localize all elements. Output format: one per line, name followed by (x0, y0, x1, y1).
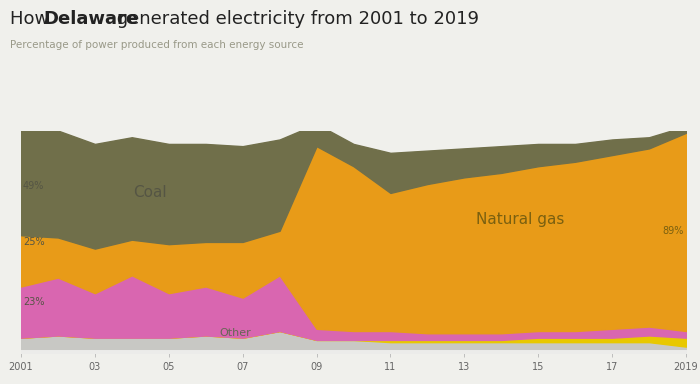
Text: 49%: 49% (23, 181, 44, 191)
Text: 23%: 23% (23, 297, 44, 307)
Text: 25%: 25% (23, 237, 45, 247)
Text: generated electricity from 2001 to 2019: generated electricity from 2001 to 2019 (111, 10, 479, 28)
Text: Delaware: Delaware (43, 10, 139, 28)
Text: Percentage of power produced from each energy source: Percentage of power produced from each e… (10, 40, 304, 50)
Text: Natural gas: Natural gas (475, 212, 564, 227)
Text: How: How (10, 10, 55, 28)
Text: Coal: Coal (134, 185, 167, 200)
Text: 89%: 89% (663, 226, 684, 236)
Text: Other: Other (219, 328, 251, 338)
